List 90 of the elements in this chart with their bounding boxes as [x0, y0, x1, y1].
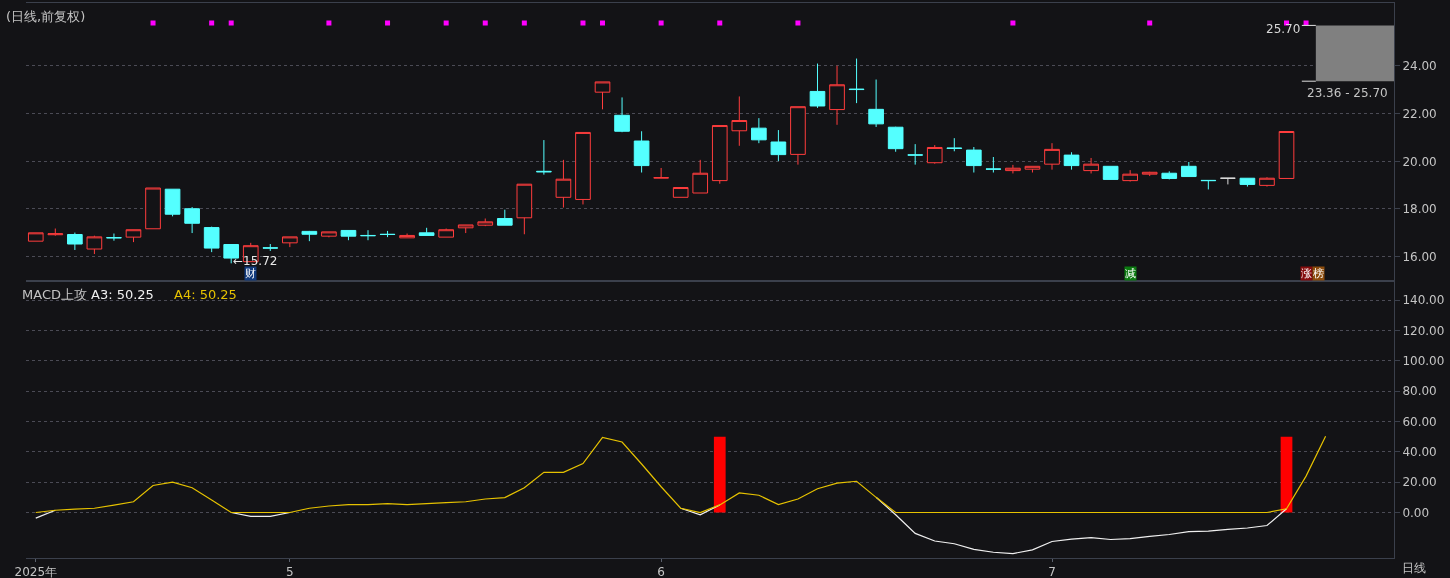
text: A4: 50.25 — [174, 287, 237, 302]
candlestick — [1102, 165, 1119, 180]
y-tick-label: 18.00 — [1402, 202, 1437, 217]
candlestick — [887, 126, 904, 153]
candlestick — [1063, 151, 1080, 171]
band-label: 23.36 - 25.70 — [1307, 86, 1388, 100]
text: MACD上攻 — [22, 287, 87, 302]
y-tick-label: 140.00 — [1402, 293, 1445, 308]
candlestick — [360, 229, 376, 241]
candlestick — [67, 232, 83, 251]
candlestick — [1005, 164, 1021, 174]
candlestick — [1220, 177, 1236, 185]
candlestick — [926, 144, 943, 165]
candlestick — [594, 81, 611, 110]
x-tick-label: 7 — [1048, 565, 1056, 578]
candlestick — [1044, 142, 1060, 171]
candlestick — [633, 130, 650, 173]
x-tick-label: 2025年 — [14, 565, 58, 578]
y-tick-label: 20.00 — [1402, 475, 1437, 490]
text: (日线,前复权) — [6, 9, 86, 24]
candlestick — [164, 188, 181, 217]
candlestick — [770, 129, 787, 162]
candlestick — [985, 156, 1002, 173]
candlestick — [47, 228, 64, 237]
text: A3: 50.25 — [91, 287, 154, 302]
candlestick — [203, 226, 220, 253]
candlestick — [301, 230, 318, 242]
candlestick — [1161, 170, 1178, 180]
y-tick-label: 24.00 — [1402, 59, 1437, 74]
candlestick — [751, 117, 767, 144]
y-tick-label: 120.00 — [1402, 323, 1445, 338]
x-tick-label: 5 — [286, 565, 294, 578]
annotation: 涨 — [1301, 267, 1312, 280]
y-tick-label: 80.00 — [1402, 384, 1437, 399]
y-tick-label: 16.00 — [1402, 249, 1437, 264]
x-tick-label: 6 — [657, 565, 665, 578]
candlestick — [536, 139, 552, 176]
candlestick — [496, 209, 513, 226]
annotation: 25.70 — [1266, 22, 1301, 36]
y-tick-label: 0.00 — [1402, 505, 1430, 520]
annotation: ←15.72 — [233, 254, 278, 268]
candlestick — [516, 183, 533, 235]
candlestick — [125, 229, 142, 243]
candlestick — [1278, 131, 1295, 179]
candlestick — [692, 159, 709, 194]
annotation: 榜 — [1313, 267, 1324, 280]
candlestick — [1141, 171, 1158, 177]
candlestick — [868, 79, 884, 128]
candlestick — [966, 146, 982, 173]
y-tick-label: 100.00 — [1402, 354, 1445, 369]
y-tick-label: 40.00 — [1402, 445, 1437, 460]
candlestick — [27, 232, 44, 242]
candlestick — [907, 143, 924, 166]
candlestick — [790, 106, 806, 166]
y-tick-label: 20.00 — [1402, 154, 1437, 169]
candlestick — [614, 96, 630, 133]
candlestick — [321, 231, 337, 238]
candlestick — [555, 159, 572, 209]
candlestick — [1239, 177, 1256, 188]
annotation: 财 — [245, 267, 256, 280]
candlestick — [653, 167, 669, 179]
line-series — [35, 435, 1327, 514]
candlestick — [809, 63, 826, 109]
candlestick — [1180, 161, 1197, 178]
candlestick — [457, 224, 474, 234]
text: 日线 — [1402, 561, 1426, 575]
candlestick — [672, 186, 689, 198]
candlestick — [477, 218, 494, 227]
candlestick — [1024, 165, 1041, 173]
candlestick — [711, 125, 728, 185]
candlestick — [282, 236, 298, 248]
candlestick — [829, 65, 845, 126]
candlestick — [262, 243, 279, 252]
candlestick — [731, 95, 748, 147]
candlestick — [86, 235, 103, 255]
annotation: 减 — [1125, 267, 1136, 280]
candlestick — [946, 137, 963, 152]
candlestick — [418, 227, 435, 237]
candlestick — [106, 233, 122, 242]
candlestick — [340, 229, 357, 241]
y-tick-label: 60.00 — [1402, 414, 1437, 429]
candlestick — [575, 131, 591, 205]
candlestick — [1122, 169, 1138, 183]
y-tick-label: 22.00 — [1402, 106, 1437, 121]
candlestick — [1259, 176, 1275, 188]
candlestick — [848, 58, 865, 104]
candlestick — [184, 206, 200, 234]
candlestick — [438, 228, 454, 238]
candlestick — [1083, 157, 1099, 174]
candlestick — [145, 187, 161, 230]
